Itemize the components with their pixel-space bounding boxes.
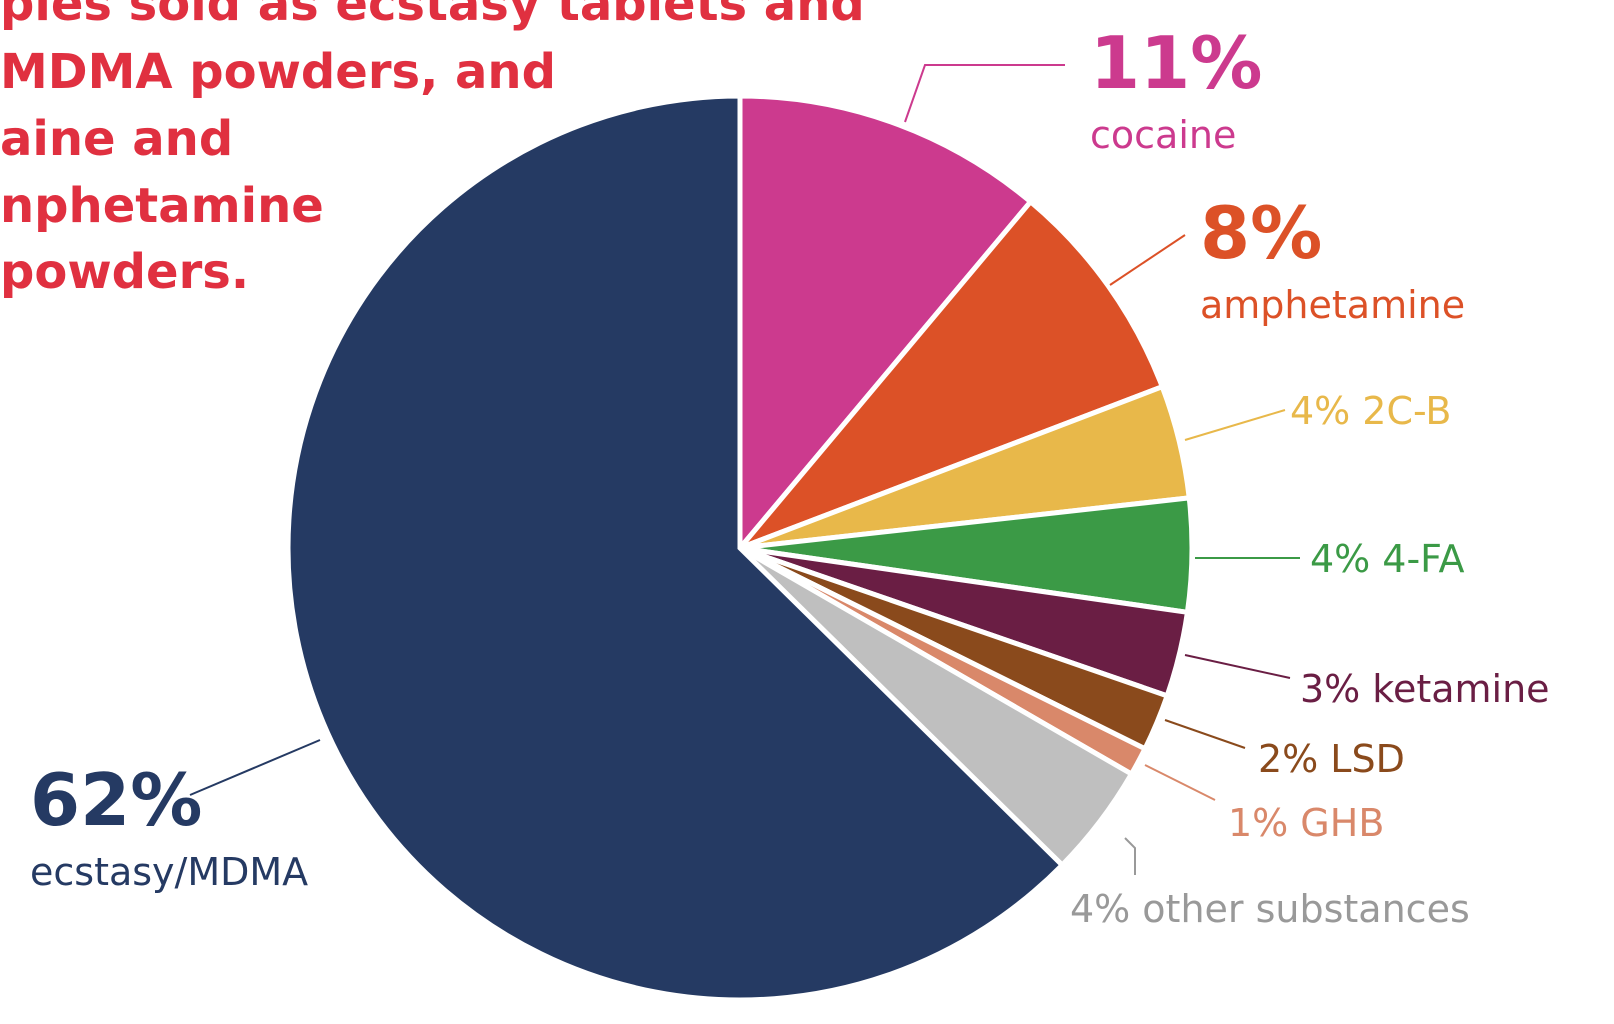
title-line: MDMA powders, and: [0, 44, 556, 100]
slice-label: 1% GHB: [1228, 801, 1384, 845]
category-label: 4-FA: [1382, 537, 1464, 581]
value-label: 62%: [30, 758, 202, 842]
category-label: GHB: [1300, 801, 1384, 845]
value-label: 3%: [1300, 667, 1360, 711]
slice-label: 3% ketamine: [1300, 667, 1550, 711]
category-label: ecstasy/MDMA: [30, 850, 308, 894]
category-label: amphetamine: [1200, 283, 1465, 327]
leader-line: [1185, 410, 1285, 440]
category-label: 2C-B: [1362, 389, 1451, 433]
leader-line: [1165, 720, 1245, 748]
leader-line: [905, 65, 1065, 122]
chart: ples sold as ecstasy tablets and MDMA po…: [0, 0, 1614, 1020]
leader-line: [1185, 655, 1290, 678]
value-label: 4%: [1070, 887, 1130, 931]
slice-label: 2% LSD: [1258, 737, 1405, 781]
value-label: 2%: [1258, 737, 1318, 781]
leader-line: [190, 740, 320, 795]
slice-label: 4% 2C-B: [1290, 389, 1451, 433]
category-label: LSD: [1330, 737, 1405, 781]
title-line: nphetamine: [0, 178, 324, 234]
value-label: 4%: [1290, 389, 1350, 433]
value-label: 8%: [1200, 191, 1322, 275]
slice-label: 4% 4-FA: [1310, 537, 1465, 581]
leader-line: [1145, 765, 1215, 800]
slice-label: 4% other substances: [1070, 887, 1470, 931]
value-label: 11%: [1090, 21, 1262, 105]
title-line: ples sold as ecstasy tablets and: [0, 0, 865, 32]
leader-line: [1110, 235, 1185, 285]
title-line: powders.: [0, 244, 249, 300]
title-line: aine and: [0, 111, 233, 167]
value-label: 1%: [1228, 801, 1288, 845]
category-label: other substances: [1142, 887, 1469, 931]
leader-line: [1125, 838, 1135, 875]
value-label: 4%: [1310, 537, 1370, 581]
category-label: ketamine: [1372, 667, 1549, 711]
category-label: cocaine: [1090, 113, 1236, 157]
